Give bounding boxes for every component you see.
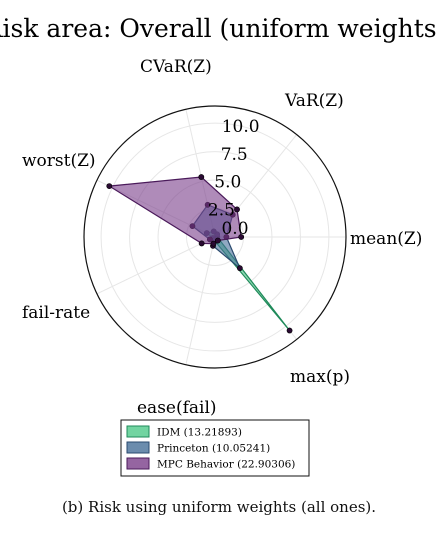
axis-label: CVaR(Z) (140, 57, 212, 77)
outer-ring (83, 105, 347, 369)
legend-entry: IDM (13.21893) (157, 427, 242, 439)
grid-spoke (96, 236, 216, 295)
radar-chart: Risk area: Overall (uniform weights) mea… (0, 14, 438, 477)
tick-label: 7.5 (221, 145, 248, 165)
legend-swatch (126, 457, 150, 470)
legend-swatch (126, 441, 150, 454)
tick-label: 10.0 (222, 117, 260, 137)
legend-box (120, 419, 310, 477)
axis-label: mean(Z) (350, 229, 422, 249)
data-point (106, 183, 113, 189)
data-point (214, 237, 221, 244)
legend: IDM (13.21893) Princeton (10.05241) MPC Be… (120, 419, 310, 477)
legend-entry: Princeton (10.05241) (157, 443, 270, 455)
tick-label: 0.0 (221, 219, 248, 239)
axis-label: max(p) (290, 367, 350, 387)
radial-ticks: 2.5 5.0 7.5 10.0 0.0 (208, 117, 260, 239)
data-point (234, 206, 240, 213)
tick-label: 2.5 (208, 200, 235, 220)
data-point (198, 174, 205, 180)
chart-title: Risk area: Overall (uniform weights) (0, 14, 438, 43)
axis-label: fail-rate (22, 303, 90, 323)
grid-spoke (185, 236, 216, 365)
data-point (236, 265, 243, 272)
legend-swatch (126, 425, 150, 438)
data-point (286, 327, 293, 334)
figure-caption: (b) Risk using uniform weights (all ones… (61, 498, 377, 516)
tick-label: 5.0 (214, 173, 241, 193)
axis-labels: mean(Z) VaR(Z) CVaR(Z) worst(Z) fail-rate eas… (22, 57, 422, 418)
data-point (238, 234, 245, 240)
data-point (210, 240, 217, 247)
radar-series (106, 174, 293, 334)
data-point (198, 240, 205, 247)
axis-label: worst(Z) (22, 151, 96, 171)
axis-label: VaR(Z) (284, 91, 344, 111)
axis-label: ease(fail) (137, 398, 217, 418)
legend-entry: MPC Behavior (22.90306) (157, 459, 295, 471)
